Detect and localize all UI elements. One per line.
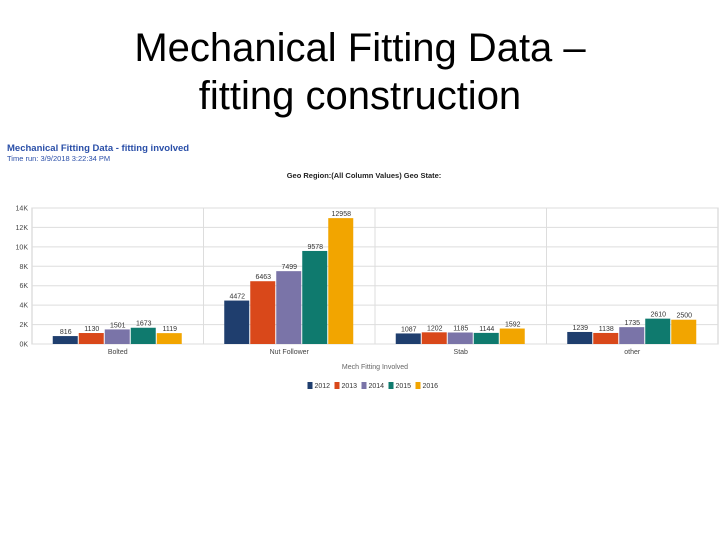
data-label: 4472 <box>229 294 245 301</box>
report-run-time: Time run: 3/9/2018 3:22:34 PM <box>7 154 111 163</box>
data-label: 1592 <box>505 322 521 329</box>
bar-2016 <box>671 319 697 344</box>
x-tick-label: Stab <box>454 349 469 356</box>
legend-swatch-2014 <box>361 382 367 389</box>
legend-label-2016: 2016 <box>423 383 439 390</box>
x-tick-label: Nut Follower <box>270 349 310 356</box>
slide-title-line-1: Mechanical Fitting Data – <box>134 26 586 70</box>
slide-title: Mechanical Fitting Data – fitting constr… <box>60 24 660 120</box>
bar-2015 <box>645 318 671 344</box>
bar-2016 <box>328 218 354 344</box>
y-tick-label: 2K <box>19 322 28 329</box>
data-label: 2500 <box>676 313 692 320</box>
y-tick-label: 14K <box>16 206 29 213</box>
data-label: 6463 <box>255 274 271 281</box>
data-label: 2610 <box>650 312 666 319</box>
bar-2015 <box>130 327 156 344</box>
data-label: 1119 <box>162 326 177 333</box>
y-tick-label: 6K <box>19 283 28 290</box>
x-axis-title: Mech Fitting Involved <box>342 364 408 371</box>
bar-2013 <box>250 281 276 344</box>
bar-2012 <box>395 333 421 344</box>
bar-2014 <box>447 332 473 344</box>
data-label: 1138 <box>599 326 614 333</box>
data-label: 1087 <box>401 326 417 333</box>
data-label: 9578 <box>307 244 323 251</box>
bar-2016 <box>156 333 182 344</box>
y-tick-label: 10K <box>16 244 29 251</box>
y-tick-label: 0K <box>19 342 28 349</box>
bar-2012 <box>224 300 250 344</box>
data-label: 1185 <box>453 325 468 332</box>
bar-2012 <box>52 336 78 344</box>
bar-2012 <box>567 331 593 344</box>
legend-swatch-2016 <box>415 382 421 389</box>
x-tick-label: Bolted <box>108 349 128 356</box>
data-label: 7499 <box>281 264 297 271</box>
legend-label-2014: 2014 <box>369 383 385 390</box>
data-label: 1130 <box>84 326 99 333</box>
legend-label-2015: 2015 <box>396 383 412 390</box>
y-tick-label: 8K <box>19 264 28 271</box>
legend-swatch-2013 <box>334 382 340 389</box>
data-label: 12958 <box>332 211 352 218</box>
y-tick-label: 4K <box>19 303 28 310</box>
bar-2015 <box>473 332 499 344</box>
bar-2015 <box>302 250 328 344</box>
bar-2014 <box>276 271 302 344</box>
data-label: 1144 <box>479 326 494 333</box>
legend-swatch-2012 <box>307 382 313 389</box>
data-label: 1239 <box>572 325 588 332</box>
chart-title: Geo Region:(All Column Values) Geo State… <box>286 171 442 180</box>
slide-title-line-2: fitting construction <box>198 74 522 118</box>
data-label: 1202 <box>427 325 443 332</box>
bar-chart: 0K 2K 4K 6K 8K 10K 12K 14K 816 1130 1501 1673 1119 Bo… <box>16 206 719 390</box>
bar-2013 <box>78 333 104 344</box>
data-label: 816 <box>60 329 72 336</box>
bar-2013 <box>421 332 447 344</box>
legend-label-2012: 2012 <box>315 383 331 390</box>
y-tick-label: 12K <box>16 225 29 232</box>
report-title: Mechanical Fitting Data - fitting involv… <box>7 143 190 154</box>
legend-label-2013: 2013 <box>342 383 358 390</box>
bar-2014 <box>104 329 130 344</box>
bar-2016 <box>499 328 525 344</box>
data-label: 1673 <box>136 321 152 328</box>
bar-2013 <box>593 332 619 344</box>
x-tick-label: other <box>624 349 641 356</box>
data-label: 1735 <box>624 320 640 327</box>
data-label: 1501 <box>110 322 126 329</box>
legend-swatch-2015 <box>388 382 394 389</box>
bar-2014 <box>619 327 645 344</box>
